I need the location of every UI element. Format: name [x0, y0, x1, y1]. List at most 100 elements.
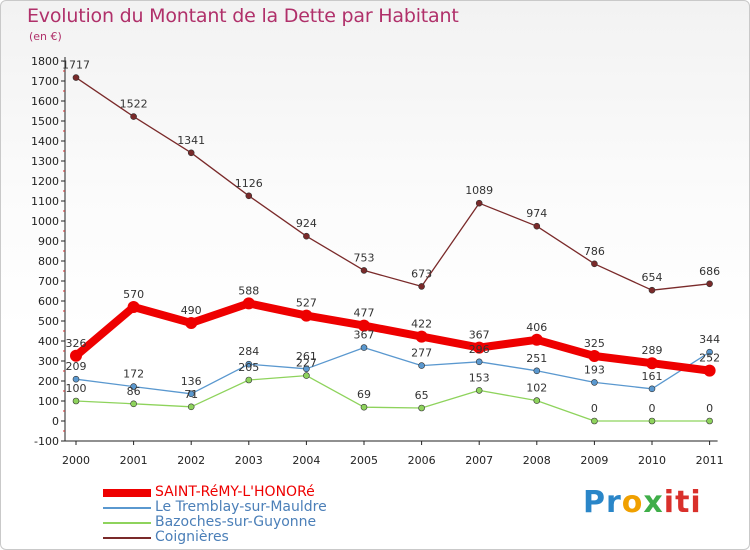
data-point — [360, 403, 368, 411]
data-label: 296 — [469, 343, 490, 356]
data-point — [591, 417, 598, 425]
data-point — [475, 358, 483, 366]
data-point — [706, 417, 713, 425]
data-label: 1717 — [62, 59, 90, 72]
data-label: 209 — [66, 360, 87, 373]
data-point — [418, 283, 425, 290]
data-label: 153 — [469, 371, 490, 384]
data-label: 277 — [411, 347, 432, 360]
chart-subtitle: (en €) — [29, 30, 62, 43]
y-tick-label: 600 — [38, 295, 59, 308]
y-tick-label: 800 — [38, 255, 59, 268]
data-label: 0 — [591, 402, 598, 415]
data-point — [360, 344, 368, 351]
x-tick-label: 2006 — [408, 454, 436, 467]
series-line — [75, 374, 711, 422]
legend-item: Le Tremblay-sur-Mauldre — [103, 500, 327, 515]
data-label: 161 — [642, 370, 663, 383]
legend-item: Coignières — [103, 530, 327, 545]
data-point — [473, 341, 486, 354]
data-label: 205 — [238, 361, 259, 374]
data-label: 261 — [296, 350, 317, 363]
y-tick-label: 1100 — [31, 195, 59, 208]
data-point — [360, 267, 368, 274]
data-label: 654 — [642, 271, 663, 284]
data-point — [242, 297, 255, 310]
x-tick-label: 2000 — [62, 454, 90, 467]
legend-label: Le Tremblay-sur-Mauldre — [155, 499, 327, 515]
data-label: 406 — [526, 321, 547, 334]
data-label: 252 — [699, 352, 720, 365]
y-tick-label: 1500 — [31, 115, 59, 128]
x-tick-label: 2009 — [580, 454, 608, 467]
data-label: 1126 — [235, 177, 263, 190]
data-label: 753 — [354, 251, 375, 264]
y-tick-label: 700 — [38, 275, 59, 288]
y-tick-label: -100 — [34, 435, 59, 448]
data-label: 136 — [181, 375, 202, 388]
data-point — [588, 350, 601, 362]
data-point — [187, 403, 195, 411]
data-point — [303, 365, 310, 373]
data-label: 490 — [181, 304, 202, 317]
data-label: 0 — [706, 402, 713, 415]
x-tick-label: 2008 — [523, 454, 551, 467]
x-tick-label: 2005 — [350, 454, 378, 467]
data-label: 786 — [584, 245, 605, 258]
data-point — [130, 113, 137, 120]
data-point — [533, 367, 541, 375]
data-label: 570 — [123, 288, 144, 301]
x-tick-label: 2003 — [235, 454, 263, 467]
data-label: 325 — [584, 337, 605, 350]
data-point — [648, 286, 656, 294]
data-point — [72, 375, 80, 383]
data-label: 1522 — [120, 98, 148, 111]
y-tick-label: 1200 — [31, 175, 59, 188]
data-point — [358, 319, 370, 332]
y-tick-label: 1800 — [31, 55, 59, 68]
legend-swatch — [103, 506, 151, 509]
data-point — [130, 383, 137, 390]
y-tick-label: 400 — [38, 335, 59, 348]
legend-label: SAINT-RéMY-L'HONORé — [155, 484, 315, 500]
data-point — [533, 222, 541, 230]
legend-label: Bazoches-sur-Guyonne — [155, 514, 317, 530]
data-label: 588 — [238, 284, 259, 297]
data-label: 251 — [526, 352, 547, 365]
data-point — [245, 360, 253, 368]
data-point — [70, 349, 82, 362]
data-point — [706, 348, 713, 356]
data-point — [475, 387, 483, 394]
data-label: 527 — [296, 297, 317, 310]
data-label: 477 — [354, 307, 375, 320]
data-label: 1089 — [465, 184, 493, 197]
y-tick-label: 1600 — [31, 95, 59, 108]
series-line — [72, 299, 714, 375]
x-tick-label: 2004 — [292, 454, 320, 467]
legend-swatch — [103, 521, 151, 524]
data-label: 193 — [584, 363, 605, 376]
data-label: 367 — [354, 329, 375, 342]
x-tick-label: 2001 — [120, 454, 148, 467]
x-tick-label: 2010 — [638, 454, 666, 467]
y-tick-label: 300 — [38, 355, 59, 368]
data-label: 924 — [296, 217, 317, 230]
series-line — [75, 76, 711, 291]
data-label: 686 — [699, 265, 720, 278]
data-label: 673 — [411, 267, 432, 280]
y-tick-label: 1400 — [31, 135, 59, 148]
y-tick-label: 1700 — [31, 75, 59, 88]
chart-title: Evolution du Montant de la Dette par Hab… — [27, 5, 459, 27]
data-label: 69 — [357, 388, 371, 401]
proxiti-logo: Proxiti — [583, 485, 702, 520]
data-label: 289 — [642, 344, 663, 357]
data-label: 974 — [526, 207, 547, 220]
data-point — [475, 199, 483, 207]
data-point — [303, 372, 310, 379]
data-point — [415, 330, 428, 343]
legend-label: Coignières — [155, 529, 229, 545]
x-tick-label: 2011 — [696, 454, 724, 467]
data-label: 1341 — [177, 134, 205, 147]
data-label: 0 — [649, 402, 656, 415]
